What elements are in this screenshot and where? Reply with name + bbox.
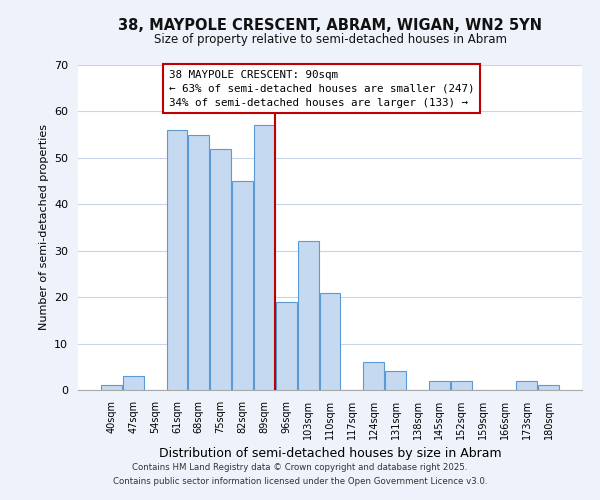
Text: Contains public sector information licensed under the Open Government Licence v3: Contains public sector information licen… — [113, 477, 487, 486]
Bar — [276, 302, 296, 390]
Text: 38 MAYPOLE CRESCENT: 90sqm
← 63% of semi-detached houses are smaller (247)
34% o: 38 MAYPOLE CRESCENT: 90sqm ← 63% of semi… — [169, 70, 474, 108]
Bar — [232, 181, 253, 390]
Bar — [517, 380, 537, 390]
Bar — [385, 372, 406, 390]
Y-axis label: Number of semi-detached properties: Number of semi-detached properties — [38, 124, 49, 330]
Bar — [320, 292, 340, 390]
Bar — [298, 242, 319, 390]
Bar — [429, 380, 450, 390]
Text: Size of property relative to semi-detached houses in Abram: Size of property relative to semi-detach… — [154, 32, 506, 46]
Text: Contains HM Land Registry data © Crown copyright and database right 2025.: Contains HM Land Registry data © Crown c… — [132, 464, 468, 472]
Bar — [538, 386, 559, 390]
Bar — [188, 134, 209, 390]
Bar — [101, 386, 122, 390]
Bar — [167, 130, 187, 390]
Text: 38, MAYPOLE CRESCENT, ABRAM, WIGAN, WN2 5YN: 38, MAYPOLE CRESCENT, ABRAM, WIGAN, WN2 … — [118, 18, 542, 32]
Bar — [123, 376, 143, 390]
Bar — [254, 126, 275, 390]
Bar — [210, 148, 231, 390]
Bar — [451, 380, 472, 390]
Bar — [364, 362, 384, 390]
X-axis label: Distribution of semi-detached houses by size in Abram: Distribution of semi-detached houses by … — [158, 448, 502, 460]
